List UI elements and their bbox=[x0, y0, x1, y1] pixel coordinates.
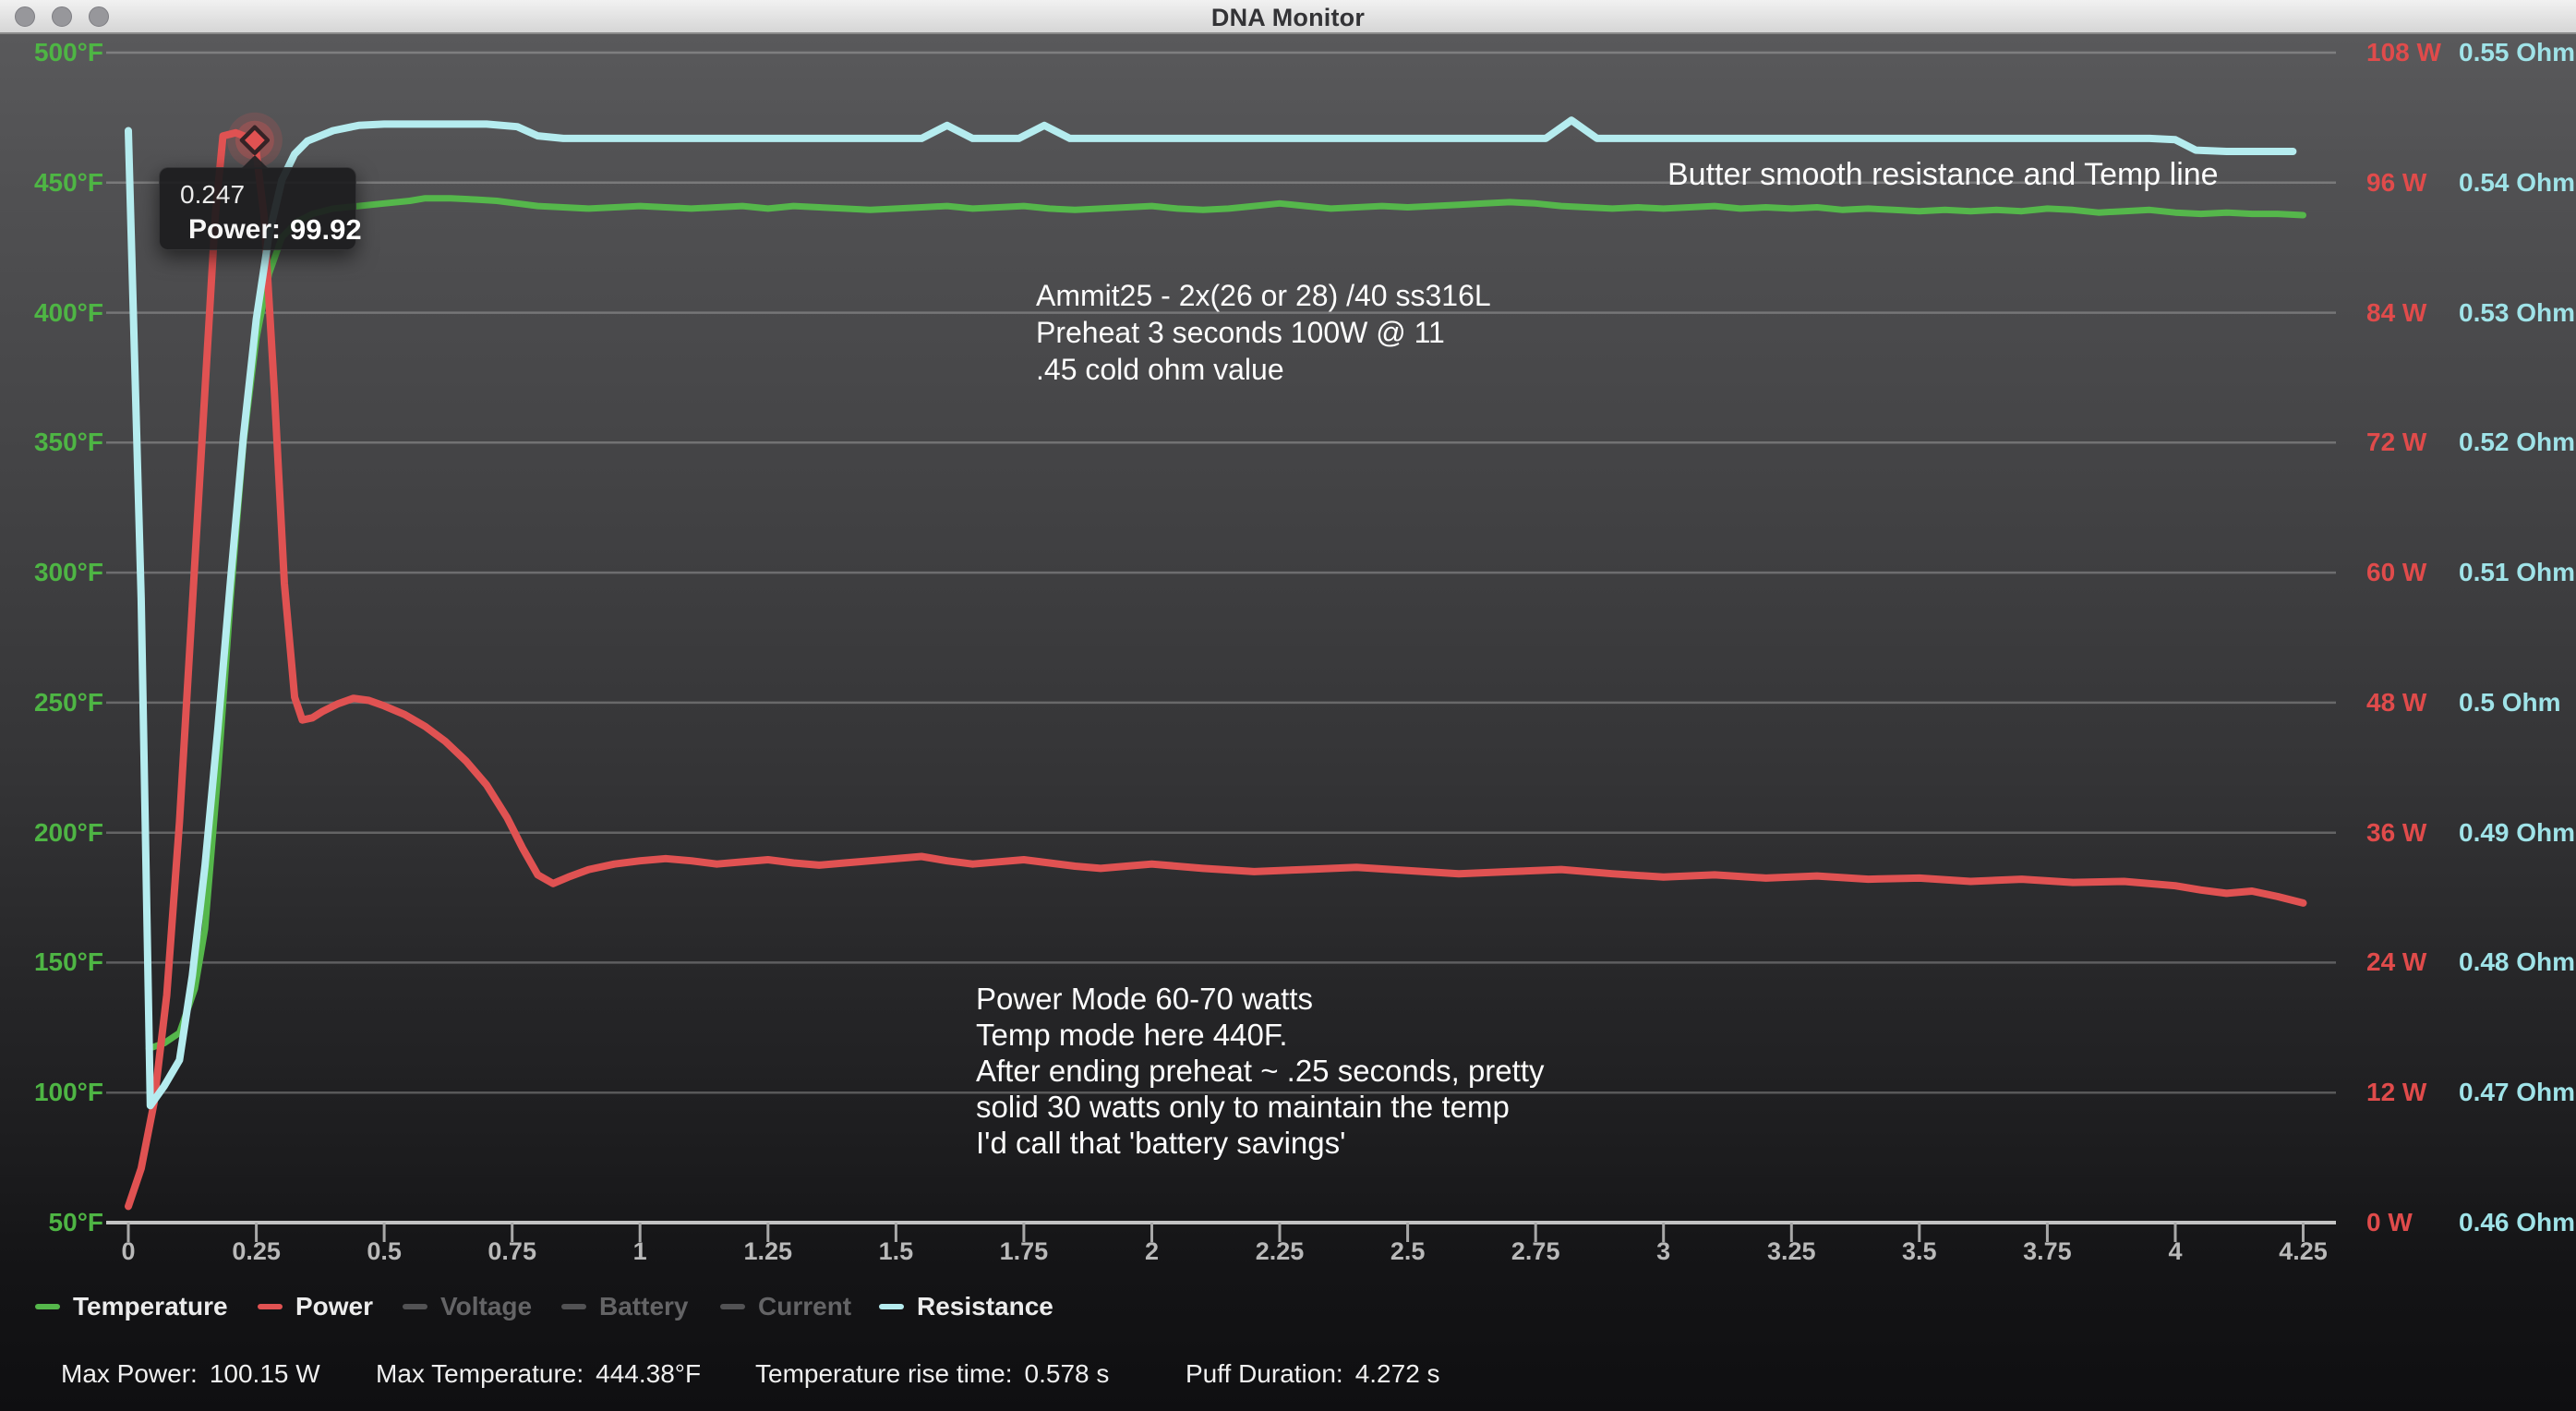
legend-label: Temperature bbox=[73, 1292, 228, 1321]
axis-tick-label: 200°F bbox=[33, 818, 103, 847]
axis-tick-label: 250°F bbox=[33, 688, 103, 717]
close-button[interactable] bbox=[15, 6, 35, 27]
axis-tick-label: 500°F bbox=[33, 38, 103, 66]
tooltip-series-value: 99.92 bbox=[290, 213, 362, 246]
status-value: 444.38°F bbox=[596, 1359, 702, 1388]
legend-label: Voltage bbox=[440, 1292, 533, 1321]
axis-tick-label: 12 W bbox=[2366, 1078, 2427, 1106]
axis-tick-label: 0.55 Ohm bbox=[2459, 38, 2576, 66]
status-value: 100.15 W bbox=[209, 1359, 320, 1388]
axis-tick-label: 0.47 Ohm bbox=[2459, 1078, 2576, 1106]
axis-tick-label: 0.46 Ohm bbox=[2459, 1208, 2576, 1236]
temperature-line bbox=[145, 195, 2306, 1052]
power-series-swatch bbox=[258, 1304, 283, 1309]
status-item: Temperature rise time: 0.578 s bbox=[755, 1357, 1109, 1391]
axis-tick-label: 0.53 Ohm bbox=[2459, 298, 2576, 327]
battery-series-swatch bbox=[561, 1304, 586, 1309]
axis-tick-label: 0.48 Ohm bbox=[2459, 947, 2576, 976]
axis-tick-label: 50°F bbox=[48, 1208, 103, 1236]
annotation-build-info: Ammit25 - 2x(26 or 28) /40 ss316L Preheat… bbox=[1036, 277, 1491, 388]
axis-tick-label: 0.5 Ohm bbox=[2459, 688, 2561, 717]
axis-tick-label: 0.54 Ohm bbox=[2459, 168, 2576, 197]
status-label: Puff Duration: bbox=[1186, 1359, 1343, 1388]
status-label: Max Power: bbox=[61, 1359, 198, 1388]
annotation-line: Temp mode here 440F. bbox=[976, 1018, 1288, 1052]
tooltip-caret-icon bbox=[241, 155, 269, 169]
axis-tick-label: 96 W bbox=[2366, 168, 2427, 197]
time-tick-label: 0 bbox=[121, 1237, 136, 1265]
time-tick-label: 1 bbox=[632, 1237, 647, 1265]
annotation-line: I'd call that 'battery savings' bbox=[976, 1126, 1346, 1160]
legend-label: Resistance bbox=[917, 1292, 1053, 1321]
annotation-line: Power Mode 60-70 watts bbox=[976, 982, 1314, 1016]
status-item: Max Power: 100.15 W bbox=[61, 1357, 320, 1391]
time-tick-label: 4 bbox=[2168, 1237, 2183, 1265]
legend-label: Battery bbox=[599, 1292, 689, 1321]
legend-label: Power bbox=[295, 1292, 374, 1321]
axis-tick-label: 0.49 Ohm bbox=[2459, 818, 2576, 847]
annotation-line: After ending preheat ~ .25 seconds, pret… bbox=[976, 1054, 1545, 1088]
axis-tick-label: 48 W bbox=[2366, 688, 2427, 717]
time-tick-label: 3 bbox=[1656, 1237, 1671, 1265]
status-value: 4.272 s bbox=[1354, 1359, 1440, 1388]
resistance-line bbox=[125, 116, 2297, 1110]
axis-tick-label: 300°F bbox=[33, 558, 103, 586]
status-item: Puff Duration: 4.272 s bbox=[1186, 1357, 1440, 1391]
tooltip-series-label: Power: bbox=[188, 214, 282, 245]
axis-tick-label: 84 W bbox=[2366, 298, 2427, 327]
axis-tick-label: 100°F bbox=[33, 1078, 103, 1106]
legend-item-current[interactable]: Current bbox=[720, 1289, 851, 1324]
tooltip-time-value: 0.247 bbox=[180, 180, 246, 209]
legend-item-temperature[interactable]: Temperature bbox=[35, 1289, 228, 1324]
window-title: DNA Monitor bbox=[1210, 4, 1366, 31]
power-peak-marker[interactable] bbox=[239, 125, 271, 156]
legend-item-battery[interactable]: Battery bbox=[561, 1289, 688, 1324]
annotation-line: Ammit25 - 2x(26 or 28) /40 ss316L bbox=[1036, 279, 1491, 312]
axis-tick-label: 24 W bbox=[2366, 947, 2427, 976]
current-series-swatch bbox=[720, 1304, 745, 1309]
axis-tick-label: 0.52 Ohm bbox=[2459, 428, 2576, 456]
annotation-butter-smooth: Butter smooth resistance and Temp line bbox=[1667, 157, 2219, 192]
window-titlebar[interactable]: DNA Monitor bbox=[0, 0, 2576, 34]
temperature-series-swatch bbox=[35, 1304, 60, 1309]
legend-item-resistance[interactable]: Resistance bbox=[879, 1289, 1053, 1324]
axis-tick-label: 450°F bbox=[33, 168, 103, 197]
axis-tick-label: 350°F bbox=[33, 428, 103, 456]
axis-tick-label: 0 W bbox=[2366, 1208, 2413, 1236]
zoom-button[interactable] bbox=[89, 6, 109, 27]
axis-tick-label: 108 W bbox=[2366, 38, 2441, 66]
tooltip-series-row: Power: 99.92 bbox=[178, 213, 362, 247]
time-tick-label: 2 bbox=[1144, 1237, 1160, 1265]
axis-tick-label: 72 W bbox=[2366, 428, 2427, 456]
status-value: 0.578 s bbox=[1024, 1359, 1110, 1388]
minimize-button[interactable] bbox=[52, 6, 72, 27]
status-item: Max Temperature: 444.38°F bbox=[376, 1357, 701, 1391]
axis-tick-label: 400°F bbox=[33, 298, 103, 327]
axis-tick-label: 36 W bbox=[2366, 818, 2427, 847]
status-label: Max Temperature: bbox=[376, 1359, 584, 1388]
power-line bbox=[125, 128, 2307, 1211]
axis-tick-label: 60 W bbox=[2366, 558, 2427, 586]
window-controls bbox=[15, 6, 109, 27]
annotation-line: .45 cold ohm value bbox=[1036, 353, 1284, 386]
legend-item-voltage[interactable]: Voltage bbox=[403, 1289, 532, 1324]
annotation-line: solid 30 watts only to maintain the temp bbox=[976, 1090, 1510, 1124]
legend: Temperature Power Voltage Battery Current Res… bbox=[0, 1289, 2576, 1324]
voltage-series-swatch bbox=[403, 1304, 427, 1309]
chart-tooltip: 0.247 Power: 99.92 bbox=[159, 155, 362, 250]
resistance-series-swatch bbox=[879, 1304, 904, 1309]
legend-label: Current bbox=[758, 1292, 852, 1321]
legend-item-power[interactable]: Power bbox=[258, 1289, 373, 1324]
status-label: Temperature rise time: bbox=[755, 1359, 1013, 1388]
axis-tick-label: 150°F bbox=[33, 947, 103, 976]
annotation-power-mode: Power Mode 60-70 watts Temp mode here 440… bbox=[976, 981, 1544, 1161]
status-bar: Max Power: 100.15 W Max Temperature: 444.38… bbox=[0, 1357, 2576, 1394]
axis-tick-label: 0.51 Ohm bbox=[2459, 558, 2576, 586]
annotation-line: Preheat 3 seconds 100W @ 11 bbox=[1036, 316, 1445, 349]
